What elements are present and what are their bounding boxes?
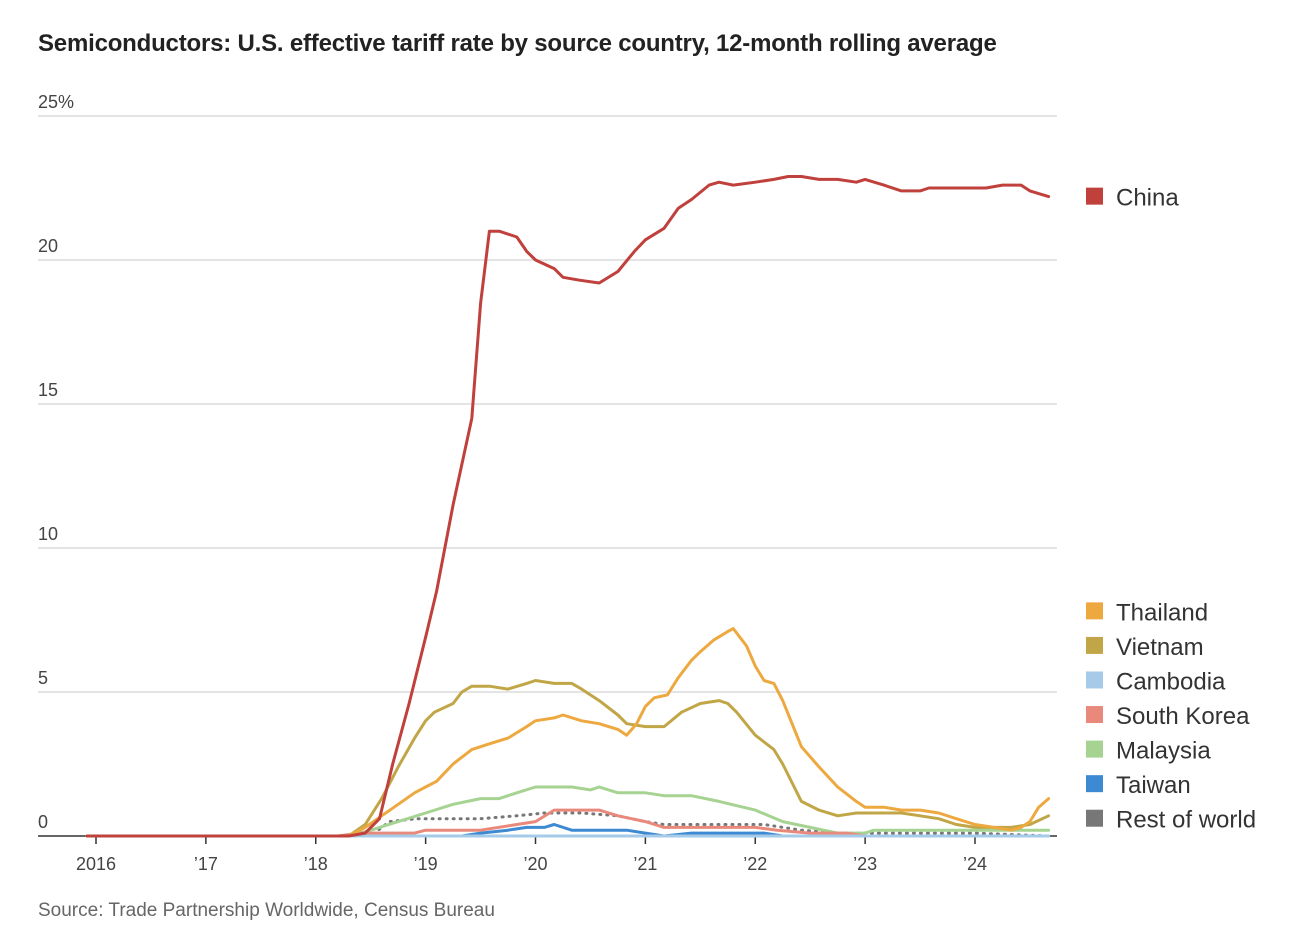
- x-tick-label: ’22: [743, 854, 767, 874]
- legend-swatch-china: [1086, 187, 1103, 205]
- x-tick-label: ’20: [523, 854, 547, 874]
- gridlines: [38, 115, 1057, 837]
- y-tick-label: 5: [38, 668, 48, 688]
- series-line-south-korea: [85, 808, 1051, 838]
- legend-swatch-rest-of-world: [1086, 809, 1103, 827]
- legend-label-vietnam: Vietnam: [1116, 634, 1204, 661]
- legend: China Thailand Vietnam Cambodia South Korea M…: [1086, 185, 1256, 834]
- series-line-vietnam: [85, 679, 1051, 838]
- series-line-china: [85, 175, 1051, 838]
- legend-swatch-malaysia: [1086, 740, 1103, 758]
- legend-label-malaysia: Malaysia: [1116, 738, 1211, 765]
- y-axis-ticks: 0 5 10 15 20 25%: [38, 92, 74, 832]
- legend-label-rest-of-world: Rest of world: [1116, 807, 1256, 834]
- y-tick-label: 25%: [38, 92, 74, 112]
- y-tick-label: 15: [38, 380, 58, 400]
- series-line-taiwan: [85, 823, 1051, 838]
- y-tick-label: 20: [38, 236, 58, 256]
- legend-label-taiwan: Taiwan: [1116, 772, 1191, 799]
- x-tick-label: ’18: [304, 854, 328, 874]
- y-tick-label: 10: [38, 524, 58, 544]
- legend-label-south-korea: South Korea: [1116, 703, 1250, 730]
- x-tick-label: ’24: [963, 854, 987, 874]
- series-line-rest-of-world: [85, 811, 1051, 838]
- legend-label-china: China: [1116, 185, 1179, 212]
- x-tick-label: ’21: [633, 854, 657, 874]
- legend-swatch-vietnam: [1086, 636, 1103, 654]
- x-tick-label: ’23: [853, 854, 877, 874]
- chart-title: Semiconductors: U.S. effective tariff ra…: [38, 30, 997, 57]
- x-tick-label: 2016: [76, 854, 116, 874]
- y-tick-label: 0: [38, 812, 48, 832]
- legend-swatch-taiwan: [1086, 775, 1103, 793]
- x-axis-ticks: 2016 ’17 ’18 ’19 ’20 ’21 ’22 ’23 ’24: [76, 836, 987, 874]
- legend-label-thailand: Thailand: [1116, 599, 1208, 626]
- x-tick-label: ’17: [194, 854, 218, 874]
- legend-swatch-cambodia: [1086, 671, 1103, 689]
- series-line-thailand: [85, 627, 1051, 838]
- source-note: Source: Trade Partnership Worldwide, Cen…: [38, 900, 495, 921]
- legend-swatch-thailand: [1086, 602, 1103, 620]
- legend-label-cambodia: Cambodia: [1116, 668, 1226, 695]
- legend-swatch-south-korea: [1086, 706, 1103, 724]
- x-tick-label: ’19: [414, 854, 438, 874]
- series-lines: [85, 175, 1051, 838]
